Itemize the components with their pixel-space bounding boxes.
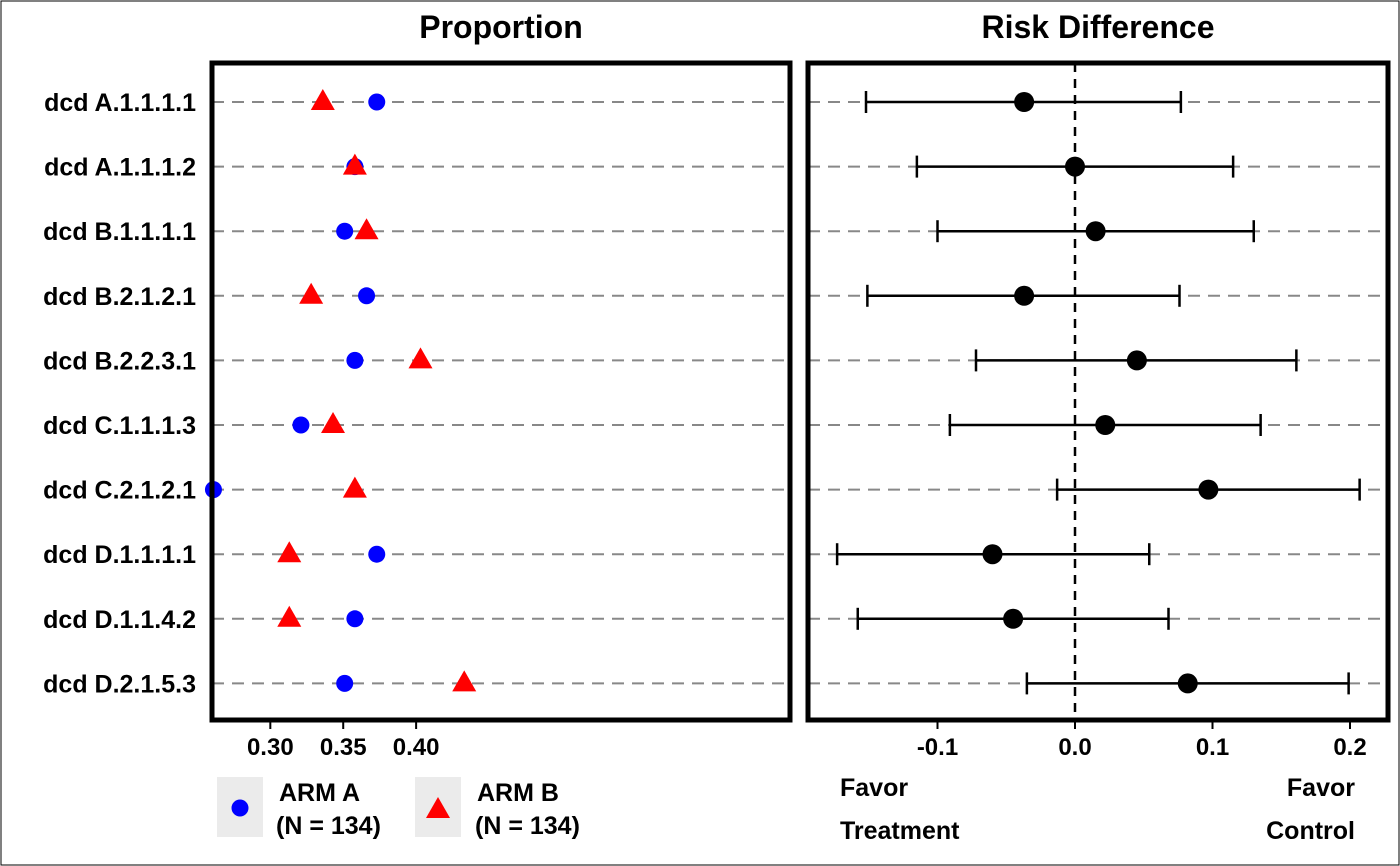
favor-control-line2: Control xyxy=(1266,817,1355,845)
arm-b-point xyxy=(354,218,379,240)
arm-b-point xyxy=(452,670,477,692)
proportion-panel xyxy=(204,60,793,723)
proportion-tick-label: 0.40 xyxy=(393,734,440,761)
risk-difference-tick-label: -0.1 xyxy=(917,734,958,761)
proportion-x-axis: 0.30 0.35 0.40 xyxy=(247,720,440,761)
arm-a-point xyxy=(292,416,310,434)
risk-difference-estimate xyxy=(1014,92,1035,112)
risk-difference-estimate xyxy=(1198,479,1219,500)
proportion-panel-frame xyxy=(209,60,793,723)
arm-a-point xyxy=(368,545,386,563)
risk-difference-panel-frame xyxy=(805,60,1391,723)
row-label: dcd D.1.1.4.2 xyxy=(43,606,196,634)
arm-a-point xyxy=(368,93,386,111)
favor-treatment-line1: Favor xyxy=(840,774,908,802)
risk-difference-estimate xyxy=(1085,221,1106,242)
risk-difference-x-axis: -0.1 0.0 0.1 0.2 xyxy=(917,720,1367,761)
favor-treatment-line2: Treatment xyxy=(840,817,960,845)
arm-b-point xyxy=(342,153,367,175)
legend-label-arm-a: ARM A xyxy=(279,779,360,807)
legend: ARM A (N = 134) ARM B (N = 134) xyxy=(217,777,580,840)
row-label: dcd A.1.1.1.2 xyxy=(44,154,196,182)
risk-difference-tick-label: 0.1 xyxy=(1196,734,1229,761)
risk-difference-estimate xyxy=(1003,608,1024,629)
arm-a-point xyxy=(346,351,364,369)
proportion-panel-title: Proportion xyxy=(419,9,583,45)
row-labels: dcd A.1.1.1.1 dcd A.1.1.1.2 dcd B.1.1.1.1 d… xyxy=(43,89,196,698)
favor-control-line1: Favor xyxy=(1287,774,1355,802)
arm-b-point xyxy=(299,282,324,304)
legend-n-arm-a: (N = 134) xyxy=(276,812,381,840)
arm-b-point xyxy=(321,412,346,433)
risk-difference-tick-label: 0.2 xyxy=(1333,734,1366,761)
legend-label-arm-b: ARM B xyxy=(477,779,559,807)
risk-difference-estimate xyxy=(1014,285,1035,306)
arm-a-point xyxy=(336,222,354,240)
arm-b-point xyxy=(310,89,335,110)
arm-a-point xyxy=(358,287,376,305)
proportion-tick-label: 0.30 xyxy=(247,734,294,761)
risk-difference-estimate xyxy=(1177,673,1198,694)
legend-n-arm-b: (N = 134) xyxy=(475,812,580,840)
risk-difference-panel xyxy=(805,60,1391,723)
arm-b-point xyxy=(277,605,302,627)
risk-difference-panel-title: Risk Difference xyxy=(982,9,1215,45)
row-label: dcd C.1.1.1.3 xyxy=(43,412,196,440)
row-label: dcd C.2.1.2.1 xyxy=(43,477,196,505)
row-label: dcd B.2.1.2.1 xyxy=(43,283,196,311)
risk-difference-estimate xyxy=(1126,350,1147,371)
row-label: dcd B.1.1.1.1 xyxy=(43,218,196,246)
row-label: dcd B.2.2.3.1 xyxy=(43,347,196,375)
arm-a-point xyxy=(346,610,364,628)
arm-b-point xyxy=(408,347,433,369)
row-label: dcd D.2.1.5.3 xyxy=(43,670,196,698)
risk-difference-estimate xyxy=(1095,415,1116,435)
risk-difference-estimate xyxy=(1065,156,1085,177)
proportion-tick-label: 0.35 xyxy=(320,734,367,761)
arm-a-point xyxy=(336,674,354,692)
arm-b-point xyxy=(277,541,302,563)
legend-circle-marker xyxy=(231,799,249,817)
risk-difference-estimate xyxy=(982,544,1003,565)
legend-triangle-marker xyxy=(426,797,450,818)
row-label: dcd A.1.1.1.1 xyxy=(44,89,196,117)
arm-b-point xyxy=(342,476,367,498)
risk-difference-tick-label: 0.0 xyxy=(1058,734,1091,761)
row-label: dcd D.1.1.1.1 xyxy=(43,541,196,569)
